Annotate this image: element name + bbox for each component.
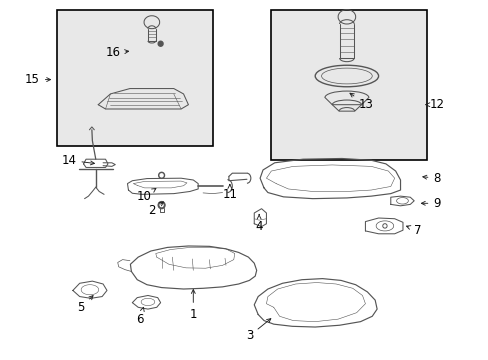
Ellipse shape (160, 204, 163, 207)
Text: 8: 8 (422, 172, 440, 185)
Ellipse shape (158, 202, 164, 208)
Text: 1: 1 (189, 289, 197, 321)
Ellipse shape (383, 225, 385, 227)
Text: 10: 10 (137, 188, 156, 203)
Bar (271, 10, 427, 160)
Text: 6: 6 (136, 307, 144, 327)
Text: 5: 5 (77, 296, 93, 314)
Text: 11: 11 (222, 185, 237, 201)
Text: 4: 4 (255, 215, 263, 233)
Bar (57, 10, 212, 146)
Ellipse shape (158, 41, 163, 46)
Text: 15: 15 (25, 73, 50, 86)
Text: 7: 7 (406, 224, 421, 237)
Text: 12: 12 (425, 98, 444, 111)
Ellipse shape (160, 174, 163, 177)
Ellipse shape (158, 172, 164, 178)
Text: 16: 16 (105, 46, 128, 59)
Text: 3: 3 (245, 319, 270, 342)
Ellipse shape (382, 224, 386, 228)
Text: 14: 14 (61, 154, 94, 167)
Text: 2: 2 (148, 202, 163, 217)
Text: 13: 13 (349, 93, 373, 111)
Text: 9: 9 (421, 197, 440, 210)
